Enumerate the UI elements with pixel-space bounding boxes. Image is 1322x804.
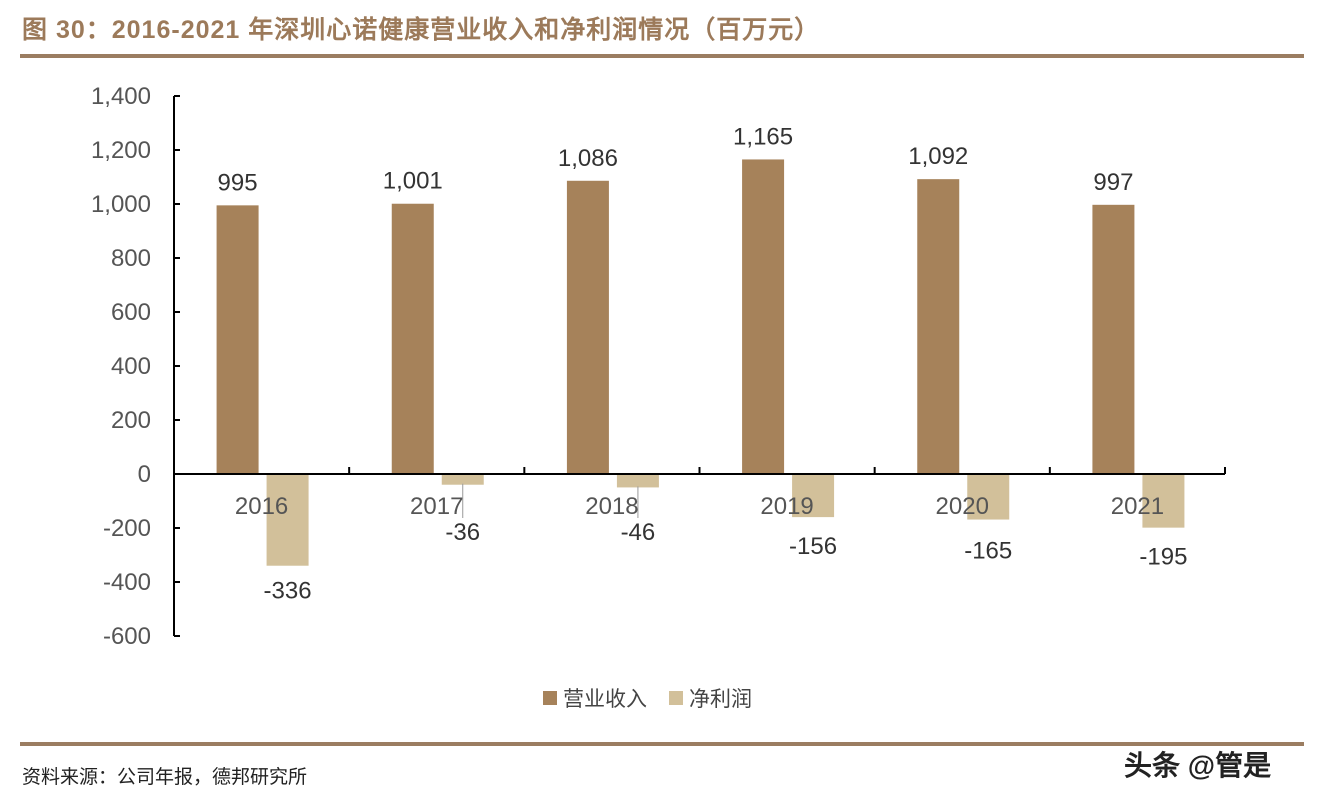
net-profit-value-label: -336: [264, 578, 312, 605]
net-profit-value-label: -165: [964, 538, 1012, 565]
net-profit-value-label: -195: [1139, 544, 1187, 571]
net-profit-swatch-icon: [669, 691, 683, 705]
y-tick-label: 0: [138, 461, 151, 488]
x-category-label: 2018: [585, 493, 638, 520]
x-category-label: 2016: [235, 493, 288, 520]
y-tick-label: -600: [103, 623, 151, 650]
net-profit-bar: [967, 475, 1010, 520]
net-profit-bar: [792, 475, 835, 518]
net-profit-bar: [441, 475, 484, 485]
legend-label-revenue: 营业收入: [563, 687, 647, 711]
y-tick-label: 600: [111, 299, 151, 326]
x-category-label: 2021: [1111, 493, 1164, 520]
revenue-bar: [917, 179, 960, 474]
y-tick-label: 800: [111, 245, 151, 272]
y-tick-label: 1,400: [91, 83, 151, 110]
bar-chart: 1,400 1,200 1,000 800 600 400 200 0 -200 -400 -600…: [91, 83, 1226, 650]
bottom-rule: [20, 742, 1304, 746]
y-tick-label: 1,200: [91, 137, 151, 164]
top-rule: [20, 54, 1304, 58]
legend: 营业收入 净利润: [543, 683, 766, 713]
legend-item-net-profit: 净利润: [669, 683, 752, 713]
net-profit-bar: [616, 475, 659, 488]
revenue-bar: [216, 205, 259, 474]
y-tick-label: 200: [111, 407, 151, 434]
y-tick-label: 400: [111, 353, 151, 380]
revenue-bar: [391, 203, 434, 475]
figure-title: 图 30：2016-2021 年深圳心诺健康营业收入和净利润情况（百万元）: [22, 16, 821, 44]
x-category-label: 2017: [410, 493, 463, 520]
net-profit-value-label: -36: [445, 519, 480, 546]
net-profit-value-label: -46: [621, 519, 656, 546]
revenue-bar: [566, 180, 609, 474]
net-profit-bar: [266, 475, 309, 566]
revenue-value-label: 1,001: [383, 168, 443, 195]
revenue-value-label: 997: [1093, 169, 1133, 196]
source-note: 资料来源：公司年报，德邦研究所: [22, 766, 308, 788]
x-axis: 2016 2017 2018 2019 2020 2021: [174, 467, 1226, 520]
y-tick-label: -400: [103, 569, 151, 596]
revenue-bar: [1092, 204, 1135, 474]
x-category-label: 2019: [760, 493, 813, 520]
net-profit-bar: [1142, 475, 1185, 528]
net-profit-value-label: -156: [789, 533, 837, 560]
revenue-value-label: 995: [218, 169, 258, 196]
revenue-bar: [742, 159, 785, 474]
legend-item-revenue: 营业收入: [543, 683, 647, 713]
watermark: 头条 @管是: [1124, 750, 1272, 781]
revenue-value-label: 1,086: [558, 145, 618, 172]
x-category-label: 2020: [936, 493, 989, 520]
y-axis: 1,400 1,200 1,000 800 600 400 200 0 -200 -400 -600: [91, 83, 180, 650]
y-tick-label: -200: [103, 515, 151, 542]
revenue-swatch-icon: [543, 691, 557, 705]
revenue-value-label: 1,165: [733, 123, 793, 150]
legend-label-net-profit: 净利润: [689, 687, 752, 711]
y-tick-label: 1,000: [91, 191, 151, 218]
bars: 995 -336 1,001 -36 1,086 -46 1,165 -156 1,092 -16…: [216, 123, 1187, 605]
revenue-value-label: 1,092: [908, 143, 968, 170]
